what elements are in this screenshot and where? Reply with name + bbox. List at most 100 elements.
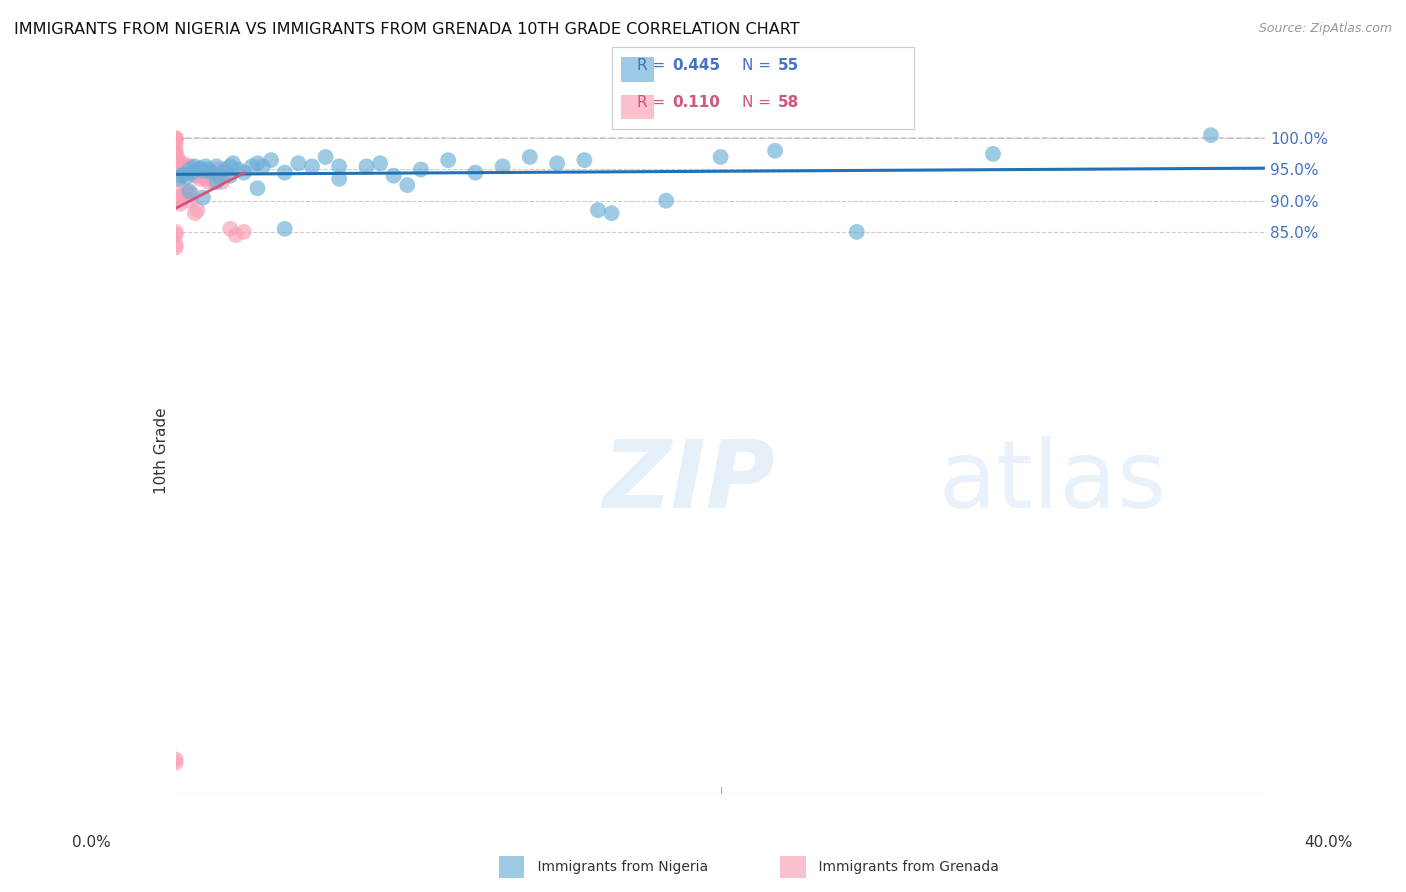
Y-axis label: 10th Grade: 10th Grade	[153, 407, 169, 494]
Point	[202, 175, 225, 189]
Text: N =: N =	[742, 95, 776, 111]
Point	[165, 137, 187, 152]
Point	[184, 169, 207, 183]
Point	[228, 162, 250, 177]
Point	[214, 166, 236, 180]
Point	[356, 159, 378, 173]
Text: ZIP: ZIP	[602, 435, 775, 528]
Point	[165, 134, 187, 148]
Point	[165, 756, 187, 770]
Text: 40.0%: 40.0%	[1305, 836, 1353, 850]
Point	[208, 169, 231, 183]
Point	[274, 222, 297, 236]
Point	[600, 206, 623, 220]
Text: 55: 55	[778, 58, 799, 73]
Point	[174, 162, 197, 177]
Point	[186, 169, 209, 183]
Point	[181, 162, 204, 177]
Point	[763, 144, 786, 158]
Bar	[620, 57, 654, 82]
Point	[287, 156, 309, 170]
Point	[519, 150, 541, 164]
Point	[200, 166, 222, 180]
Point	[188, 161, 211, 176]
Point	[176, 169, 198, 184]
Text: N =: N =	[742, 58, 776, 73]
Point	[219, 222, 242, 236]
Point	[176, 184, 198, 198]
Point	[170, 159, 193, 173]
Text: Source: ZipAtlas.com: Source: ZipAtlas.com	[1258, 22, 1392, 36]
Text: 58: 58	[778, 95, 799, 111]
Point	[167, 171, 190, 186]
Text: IMMIGRANTS FROM NIGERIA VS IMMIGRANTS FROM GRENADA 10TH GRADE CORRELATION CHART: IMMIGRANTS FROM NIGERIA VS IMMIGRANTS FR…	[14, 22, 800, 37]
Point	[546, 156, 568, 170]
Point	[655, 194, 678, 208]
Point	[188, 171, 211, 186]
Point	[169, 159, 191, 173]
Point	[177, 159, 200, 173]
Point	[437, 153, 460, 168]
Point	[173, 187, 195, 202]
Point	[186, 203, 209, 218]
Point	[211, 175, 233, 189]
Point	[170, 169, 193, 183]
Point	[165, 153, 187, 168]
Point	[194, 171, 217, 186]
Point	[173, 168, 195, 182]
Point	[165, 237, 187, 252]
Point	[167, 191, 190, 205]
Text: 0.110: 0.110	[672, 95, 720, 111]
Point	[180, 159, 202, 173]
Point	[179, 162, 201, 177]
Point	[574, 153, 596, 168]
Point	[181, 166, 204, 180]
Point	[166, 194, 188, 208]
Point	[328, 171, 350, 186]
Point	[167, 159, 190, 173]
Point	[170, 181, 193, 195]
Point	[184, 159, 207, 173]
Point	[165, 131, 187, 145]
Point	[170, 162, 193, 177]
Point	[165, 753, 187, 767]
Point	[205, 175, 228, 189]
Text: 0.0%: 0.0%	[72, 836, 111, 850]
Point	[165, 225, 187, 239]
Point	[184, 206, 207, 220]
Text: R =: R =	[637, 95, 675, 111]
Point	[315, 150, 337, 164]
Point	[240, 159, 263, 173]
Point	[173, 162, 195, 177]
Text: atlas: atlas	[939, 435, 1167, 528]
Point	[167, 156, 190, 170]
Point	[246, 181, 269, 195]
Point	[219, 159, 242, 173]
Point	[845, 225, 868, 239]
Point	[179, 184, 201, 198]
Point	[409, 162, 432, 177]
Point	[165, 228, 187, 243]
Point	[165, 150, 187, 164]
Point	[246, 156, 269, 170]
Point	[208, 171, 231, 186]
Point	[169, 197, 191, 211]
Point	[219, 169, 242, 183]
Point	[464, 166, 486, 180]
Point	[173, 159, 195, 173]
Point	[328, 159, 350, 173]
Point	[1199, 128, 1222, 143]
Point	[396, 178, 419, 193]
Point	[172, 159, 194, 173]
Point	[274, 166, 297, 180]
Point	[232, 225, 254, 239]
Point	[232, 166, 254, 180]
Point	[165, 131, 187, 145]
Point	[194, 159, 217, 173]
Point	[382, 169, 405, 183]
Point	[181, 166, 204, 180]
Point	[200, 166, 222, 180]
Point	[301, 159, 323, 173]
Point	[492, 159, 515, 173]
Bar	[620, 95, 654, 120]
